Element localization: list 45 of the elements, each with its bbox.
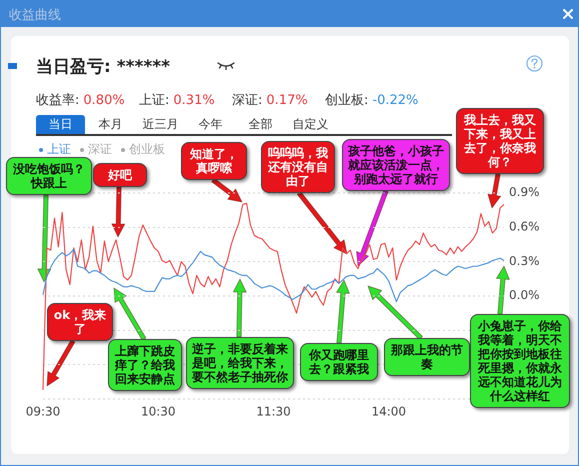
x-tick-label: 11:30 bbox=[256, 404, 291, 418]
annotation: 你又跑哪里去？跟紧我 bbox=[308, 348, 370, 376]
speech-bubble: 上蹿下跳皮痒了？给我回来安静点 bbox=[108, 339, 182, 391]
x-tick-label: 09:30 bbox=[26, 404, 60, 418]
chart-subtitle: 当日盈亏: ****** bbox=[36, 56, 170, 78]
y-tick-label: 0.6% bbox=[509, 219, 540, 234]
text: -0.22% bbox=[372, 93, 418, 108]
text: 深证 bbox=[87, 141, 112, 158]
text: 上证: bbox=[139, 93, 170, 108]
selected-tab: 当日 bbox=[36, 115, 85, 134]
text: 创业板 bbox=[128, 141, 165, 158]
text: 0.17% bbox=[266, 93, 308, 108]
y-tick-label: 0.3% bbox=[509, 254, 540, 268]
text: 创业板: bbox=[325, 93, 368, 108]
x-tick-label: 10:30 bbox=[140, 404, 176, 418]
y-tick-label: 0.0% bbox=[509, 288, 540, 302]
legend-label: 上证 bbox=[46, 141, 71, 158]
speech-bubble: 逆子，非要反着来是吧，给我下来，要不然老子抽死你 bbox=[186, 337, 294, 389]
speech-bubble: 小兔崽子，你给我等着，明天不把你按到地板往死里摁，你就永远不知道花儿为什么这样红 bbox=[470, 314, 570, 408]
annotation: ok，我来了 bbox=[53, 308, 107, 336]
speech-bubble: 没吃饱饭吗？快跟上 bbox=[6, 157, 92, 195]
chart-title: 收益曲线 bbox=[9, 7, 61, 24]
speech-bubble: 你又跑哪里去？跟紧我 bbox=[300, 343, 378, 381]
speech-bubble: 呜呜呜，我还有没有自由了 bbox=[261, 141, 335, 193]
annotation: 上蹿下跳皮痒了？给我回来安静点 bbox=[114, 344, 176, 386]
text: 近三月 bbox=[142, 116, 180, 133]
speech-bubble: 我上去，我又下来，我又上去了，你奈我何？ bbox=[456, 108, 544, 174]
text: 自定义 bbox=[292, 116, 330, 133]
text: 本月 bbox=[98, 116, 124, 133]
text: 0.80% bbox=[83, 93, 125, 108]
x-tick-label: 14:00 bbox=[371, 404, 406, 418]
text: 深证: bbox=[232, 93, 262, 108]
speech-bubble: ok，我来了 bbox=[47, 303, 113, 341]
text: 0.31% bbox=[173, 93, 215, 108]
annotation: 小兔崽子，你给我等着，明天不把你按到地板往死里摁，你就永远不知道花儿为什么这样红 bbox=[476, 319, 563, 403]
annotation: 逆子，非要反着来是吧，给我下来，要不然老子抽死你 bbox=[192, 342, 288, 384]
speech-bubble: 孩子他爸，小孩子就应该活泼一点，别跑太远了就行 bbox=[342, 139, 450, 191]
text: 全部 bbox=[248, 116, 274, 133]
speech-bubble: 知道了，真啰嗦 bbox=[181, 142, 247, 180]
annotation: 那跟上我的节奏 bbox=[390, 343, 464, 371]
speech-bubble: 好吧 bbox=[93, 163, 147, 187]
y-tick-label: 0.9% bbox=[509, 185, 540, 200]
text: 收益率: bbox=[36, 93, 80, 108]
text: 今年 bbox=[198, 116, 224, 133]
speech-bubble: 那跟上我的节奏 bbox=[384, 338, 470, 376]
